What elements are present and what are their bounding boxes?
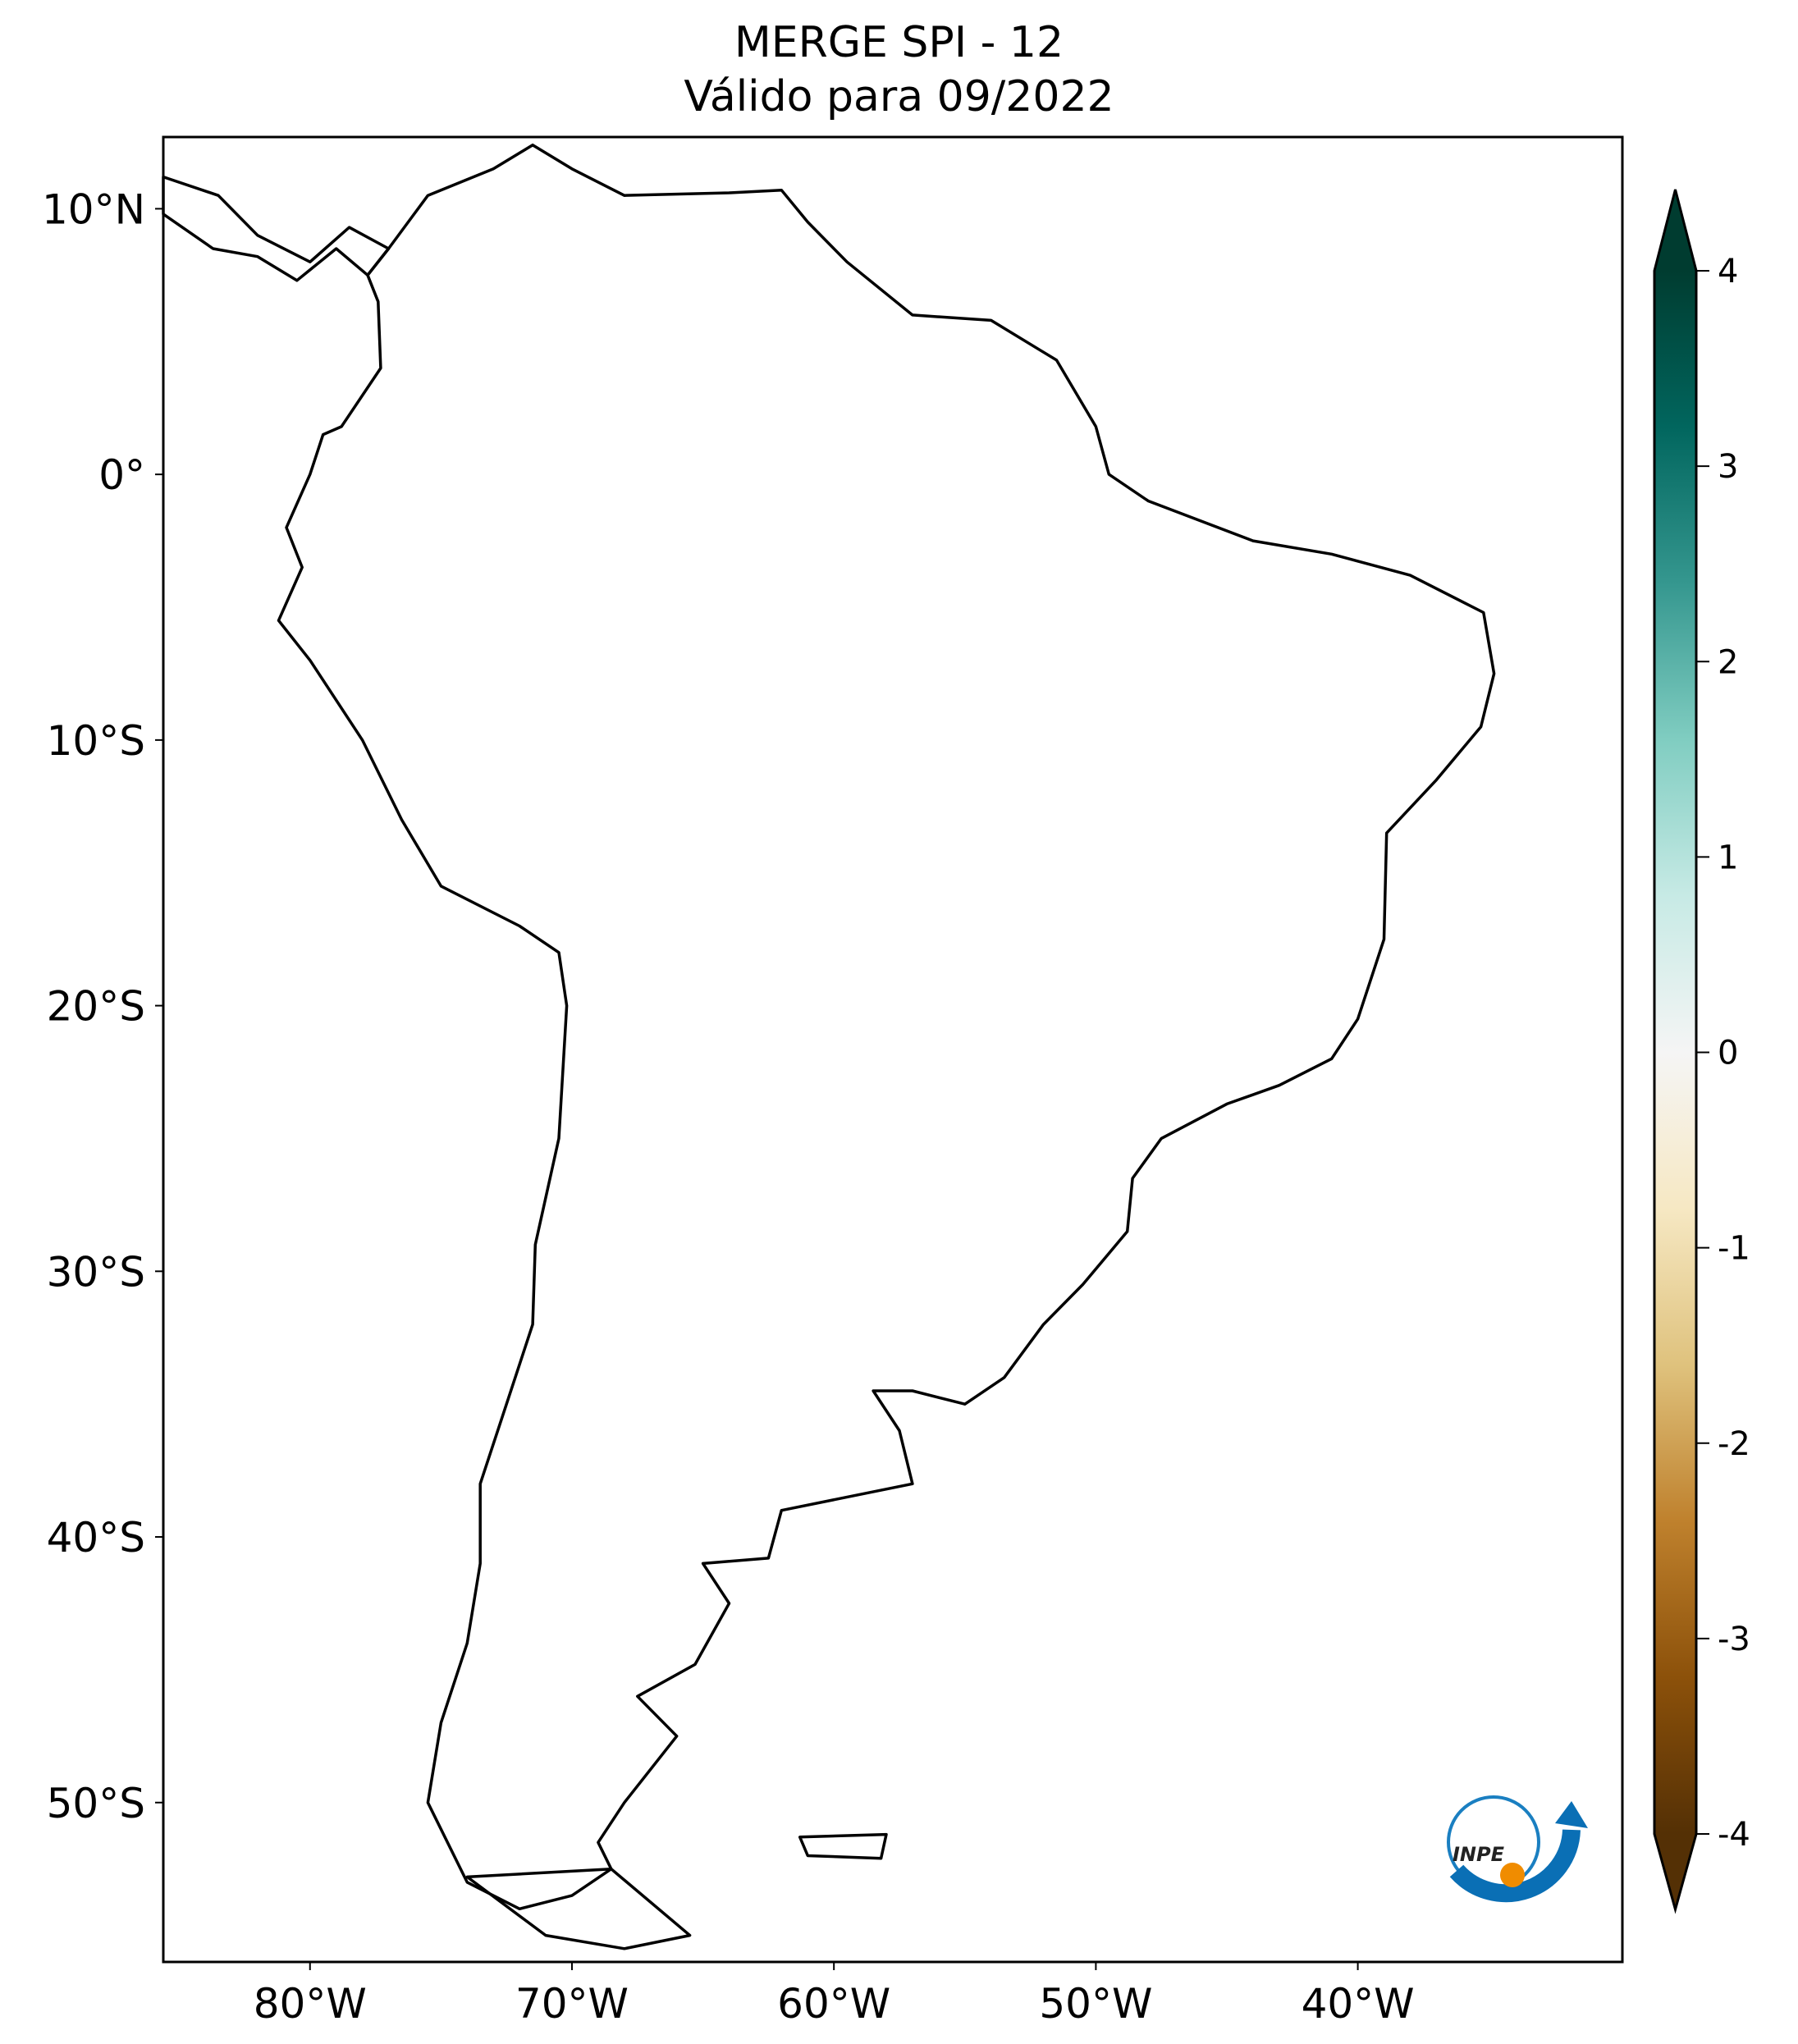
- spi-anomaly-blob: [908, 340, 1179, 502]
- colorbar-gradient: [1654, 271, 1696, 1834]
- spi-anomaly-blob: [592, 1296, 917, 1459]
- logo-text: INPE: [1453, 1843, 1505, 1866]
- x-tick-label: 40°W: [1302, 1980, 1415, 2028]
- colorbar-tick-label: 2: [1718, 643, 1738, 681]
- colorbar-tick-label: 0: [1718, 1035, 1738, 1072]
- spi-anomaly-blob: [884, 1243, 1046, 1406]
- spi-anomaly-blob: [487, 418, 920, 689]
- spi-anomaly-blob: [570, 527, 679, 635]
- spi-anomaly-blob: [829, 472, 1154, 743]
- y-axis: 10°N 0° 10°S 20°S 30°S 40°S 50°S: [42, 185, 163, 1827]
- y-tick-label: 50°S: [47, 1780, 145, 1827]
- y-tick-label: 10°N: [42, 185, 145, 233]
- spi-anomaly-blob: [333, 792, 496, 900]
- spi-anomaly-blob: [282, 446, 391, 609]
- colorbar-tick-label: 3: [1718, 448, 1738, 486]
- spi-anomaly-blob: [386, 659, 548, 821]
- spi-anomaly-blob: [566, 1057, 891, 1273]
- y-tick-label: 20°S: [47, 983, 145, 1031]
- spi-anomaly-blob: [1250, 711, 1466, 981]
- colorbar-tick-label: 4: [1718, 253, 1738, 290]
- logo-swoosh-icon: [1449, 1829, 1581, 1903]
- map-frame: [162, 135, 1624, 1964]
- spi-anomaly-blob: [1041, 1110, 1203, 1273]
- logo-sun-icon: [1500, 1863, 1525, 1887]
- spi-anomaly-blob: [281, 524, 497, 849]
- colorbar-extend-min: [1654, 1834, 1696, 1909]
- spi-anomaly-blob: [330, 179, 709, 504]
- x-tick-label: 70°W: [515, 1980, 629, 2028]
- coastline: [277, 143, 1496, 1911]
- x-axis: 80°W 70°W 60°W 50°W 40°W: [254, 1962, 1415, 2028]
- colorbar-tick-label: -4: [1718, 1816, 1750, 1854]
- colorbar-tick-label: -3: [1718, 1621, 1750, 1658]
- spi-anomaly-blob: [439, 1748, 547, 1910]
- colorbar-extend-max: [1654, 190, 1696, 271]
- spi-anomaly-blob: [753, 871, 915, 1034]
- colorbar: 4 3 2 1 0 -1 -2 -3 -4: [1653, 189, 1750, 1914]
- x-tick-label: 50°W: [1039, 1980, 1152, 2028]
- land-base: [163, 137, 1622, 1962]
- y-tick-label: 0°: [98, 451, 145, 499]
- chart-title: MERGE SPI - 12: [734, 18, 1064, 67]
- coastlines: [162, 143, 1496, 1950]
- spi-field: [163, 137, 1622, 1962]
- y-tick-label: 10°S: [47, 717, 145, 765]
- spi-anomaly-blob: [1091, 898, 1362, 1060]
- colorbar-tick-label: -2: [1718, 1425, 1750, 1463]
- spi-anomaly-blob: [1066, 685, 1283, 902]
- spi-anomaly-blob: [597, 1217, 705, 1325]
- colorbar-tick-label: -1: [1718, 1230, 1750, 1268]
- logo-arrow-icon: [1555, 1801, 1588, 1828]
- x-tick-label: 60°W: [777, 1980, 890, 2028]
- spi-anomaly-blob: [596, 1562, 758, 1725]
- spi-anomaly-blob: [619, 286, 944, 503]
- spi-anomaly-blob: [803, 711, 1074, 928]
- coastline: [465, 1867, 692, 1950]
- x-tick-label: 80°W: [254, 1980, 367, 2028]
- coastline: [162, 175, 391, 282]
- y-tick-label: 40°S: [47, 1514, 145, 1562]
- colorbar-tick-label: 1: [1718, 839, 1738, 876]
- spi-anomaly-blob: [646, 1004, 917, 1167]
- coastline: [798, 1832, 888, 1860]
- y-tick-label: 30°S: [47, 1248, 145, 1296]
- chart-subtitle: Válido para 09/2022: [684, 72, 1114, 121]
- inpe-logo: INPE: [1447, 1795, 1588, 1903]
